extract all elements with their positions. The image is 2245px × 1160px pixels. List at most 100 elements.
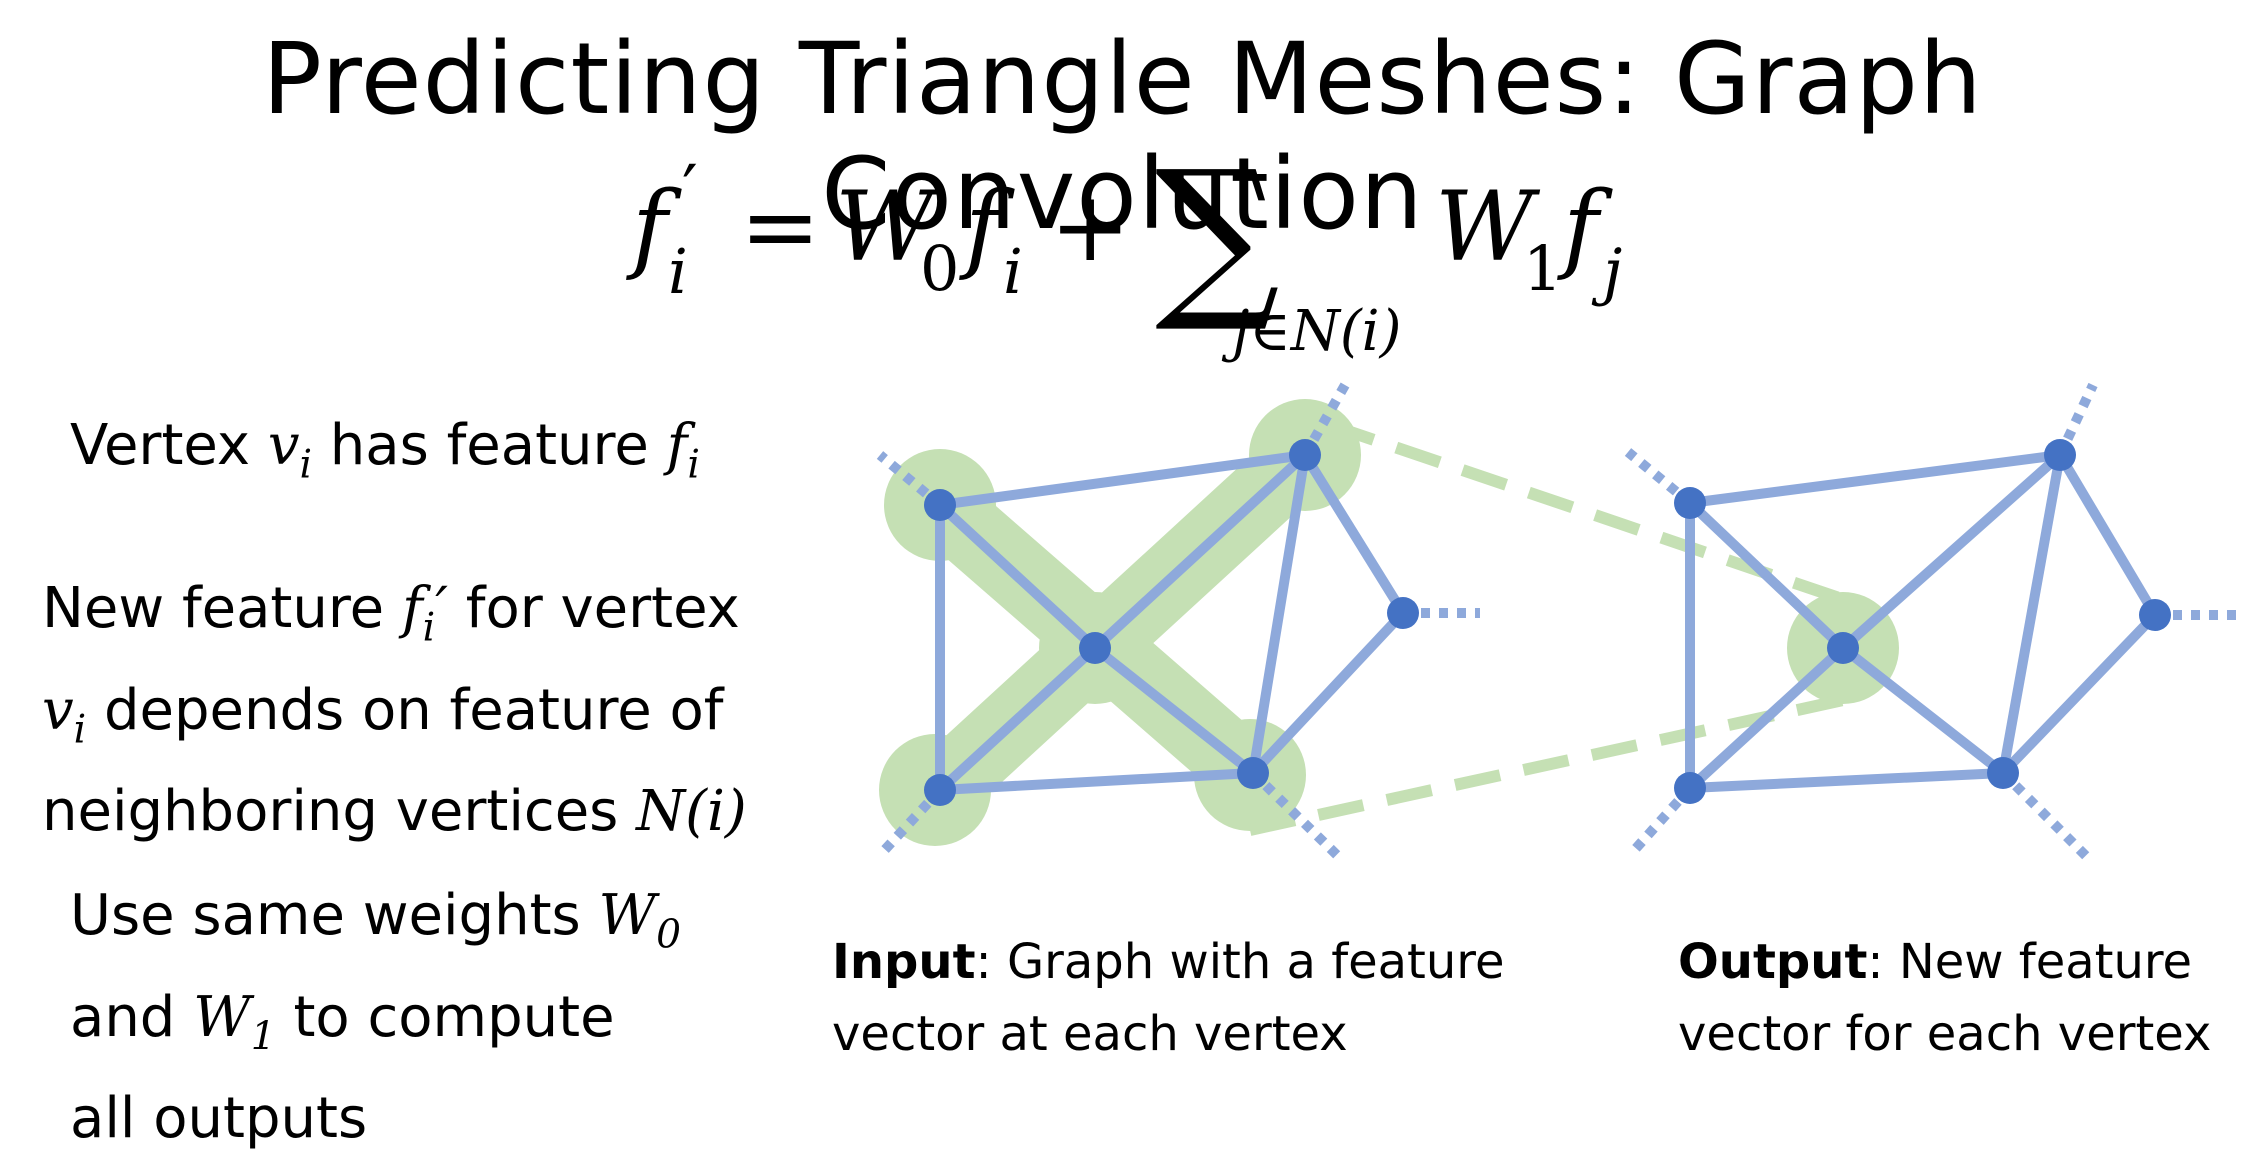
edge (1300, 452, 1408, 616)
vertex (1387, 597, 1419, 629)
connector-bottom (1248, 694, 1845, 836)
formula-lhs-prime: ′ (682, 150, 698, 232)
edge (2055, 452, 2160, 618)
input-graph-vertices (924, 439, 1419, 806)
math-w1: W (193, 984, 251, 1050)
formula-w0-sub: 0 (920, 232, 959, 305)
text-segment: New feature (42, 576, 402, 641)
formula-w0: W (835, 171, 941, 283)
math-w0: W (598, 883, 657, 948)
vertex (2139, 599, 2171, 631)
dotted-edge (876, 786, 944, 859)
math-v-sub: i (299, 442, 312, 488)
math-f: f (666, 413, 688, 478)
new-feature-line-2: vi depends on feature of (42, 670, 747, 772)
edge (936, 501, 1099, 652)
vertex-feature-line: Vertex vi has feature fi (70, 405, 700, 507)
input-caption: Input: Graph with a feature vector at ea… (832, 926, 1505, 1070)
math-f-sub: i (687, 442, 700, 488)
text-segment: neighboring vertices (42, 779, 637, 845)
output-caption-line-1: Output: New feature (1678, 934, 2192, 990)
edge (939, 450, 1306, 510)
vertex (1237, 757, 1269, 789)
formula-w1: W (1435, 171, 1541, 283)
output-caption-rest: : New feature (1867, 934, 2193, 990)
dotted-edge (1999, 769, 2092, 862)
vertex (924, 489, 956, 521)
formula-sum-sub: j∈N(i) (1221, 299, 1401, 364)
graph-convolution-diagram (850, 375, 2245, 875)
input-caption-bold: Input (832, 934, 976, 990)
edge (1248, 454, 1310, 774)
text-segment: has feature (312, 413, 667, 478)
formula-plus: + (1050, 171, 1130, 283)
edge (1999, 611, 2159, 777)
edge (1998, 454, 2065, 774)
vertex (1674, 772, 1706, 804)
dotted-edge (876, 451, 944, 509)
slide-title: Predicting Triangle Meshes: Graph Convol… (262, 22, 1983, 252)
edge (1839, 644, 2007, 777)
math-v-sub: i (73, 707, 87, 753)
dotted-edge (1249, 769, 1344, 862)
math-neighbors: N(i) (636, 779, 747, 845)
edge (1686, 644, 1847, 792)
vertex-feature-text: Vertex vi has feature fi (70, 405, 700, 507)
dotted-edge (1300, 382, 1350, 458)
edge (1839, 451, 2064, 652)
vertex (1987, 757, 2019, 789)
same-weights-line-1: Use same weights W0 (70, 875, 681, 977)
new-feature-text: New feature fi′ for vertex vi depends on… (42, 568, 747, 853)
math-f: f (401, 576, 423, 641)
output-graph-dotted-edges (1624, 382, 2240, 862)
output-graph-edges (1685, 450, 2160, 793)
graph-convolution-formula: f i ′ = W 0 f i + ∑ j∈N(i) W 1 f j (620, 134, 1640, 365)
vertex (2044, 439, 2076, 471)
edge (939, 768, 1254, 795)
math-v: v (267, 413, 300, 478)
vertex (1674, 487, 1706, 519)
output-caption-line-2: vector for each vertex (1678, 1006, 2212, 1062)
math-w0-sub: 0 (656, 912, 681, 958)
edge (1689, 768, 2004, 793)
math-v: v (42, 677, 74, 743)
text-segment: and (70, 984, 194, 1050)
dotted-edge (1624, 448, 1694, 507)
new-feature-line-1: New feature fi′ for vertex (42, 568, 747, 670)
output-caption: Output: New feature vector for each vert… (1678, 926, 2211, 1070)
input-caption-rest: : Graph with a feature (975, 934, 1505, 990)
vertex (1827, 632, 1859, 664)
new-feature-line-3: neighboring vertices N(i) (42, 771, 747, 853)
input-caption-line-2: vector at each vertex (832, 1006, 1348, 1062)
text-segment: depends on feature of (86, 677, 724, 743)
edge (936, 644, 1099, 794)
math-f-sub: i (422, 605, 436, 651)
vertex (924, 774, 956, 806)
text-segment: Use same weights (70, 883, 599, 948)
same-weights-line-2: and W1 to compute (70, 977, 681, 1079)
math-prime: ′ (435, 576, 448, 641)
vertex (1289, 439, 1321, 471)
vertex (1079, 632, 1111, 664)
edge (1689, 450, 2061, 508)
edge (1686, 499, 1847, 652)
formula-lhs-sub: i (668, 235, 688, 308)
same-weights-text: Use same weights W0 and W1 to compute al… (70, 875, 681, 1160)
input-caption-line-1: Input: Graph with a feature (832, 934, 1505, 990)
formula-w1-sub: 1 (1523, 232, 1562, 305)
same-weights-line-3: all outputs (70, 1078, 681, 1160)
text-segment: to compute (275, 984, 615, 1050)
input-graph-edges (935, 450, 1408, 795)
text-segment: all outputs (70, 1086, 368, 1152)
edge (1249, 609, 1407, 777)
math-w1-sub: 1 (250, 1014, 276, 1060)
text-segment: for vertex (447, 576, 740, 641)
input-graph-dotted-edges (876, 382, 1480, 862)
output-graph-vertices (1674, 439, 2171, 804)
edge (1091, 644, 1257, 777)
dotted-edge (1626, 784, 1694, 859)
formula-svg: f i ′ = W 0 f i + ∑ j∈N(i) W 1 f j (626, 134, 1622, 364)
text-segment: Vertex (70, 413, 268, 478)
dotted-edge (2055, 382, 2098, 458)
edge (1091, 451, 1309, 652)
